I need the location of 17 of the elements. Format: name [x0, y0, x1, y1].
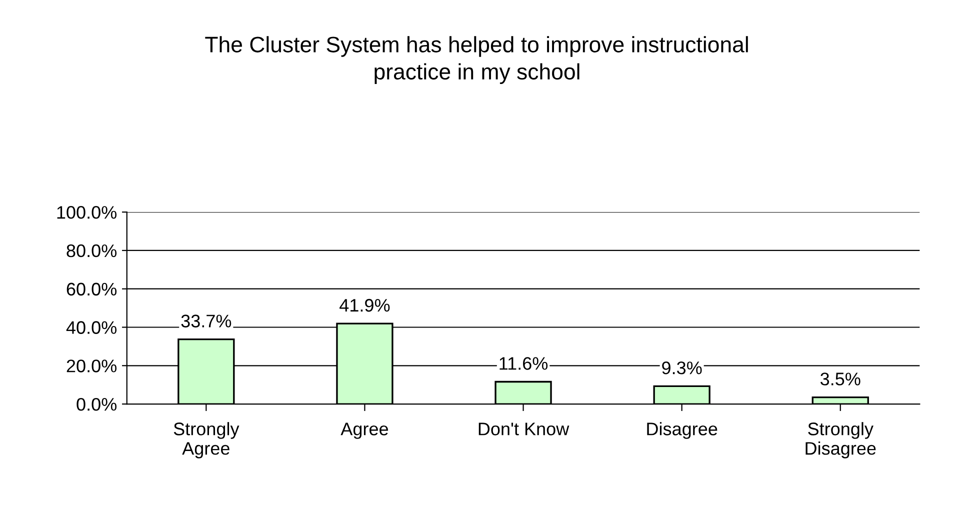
chart-title: The Cluster System has helped to improve instructional practice in my school	[205, 36, 748, 84]
x-tick-label: Don't Know	[478, 422, 570, 436]
y-tick-label: 60.0%	[66, 282, 117, 296]
y-tick-label: 20.0%	[66, 360, 117, 372]
x-tick-label: Agree	[340, 422, 388, 439]
data-label: 3.5%	[820, 372, 860, 386]
data-label: 11.6%	[500, 357, 548, 370]
x-tick-label: Strongly Disagree	[806, 422, 876, 458]
y-tick-label: 40.0%	[66, 321, 117, 334]
x-tick-label: Disagree	[647, 422, 718, 439]
data-label: 41.9%	[340, 298, 390, 312]
y-tick-label: 80.0%	[66, 244, 117, 258]
data-label: 33.7%	[181, 314, 232, 328]
data-label: 9.3%	[662, 361, 702, 374]
y-tick-label: 100.0%	[57, 206, 117, 219]
x-tick-label: Strongly Agree	[174, 422, 240, 458]
y-tick-label: 0.0%	[76, 398, 117, 411]
